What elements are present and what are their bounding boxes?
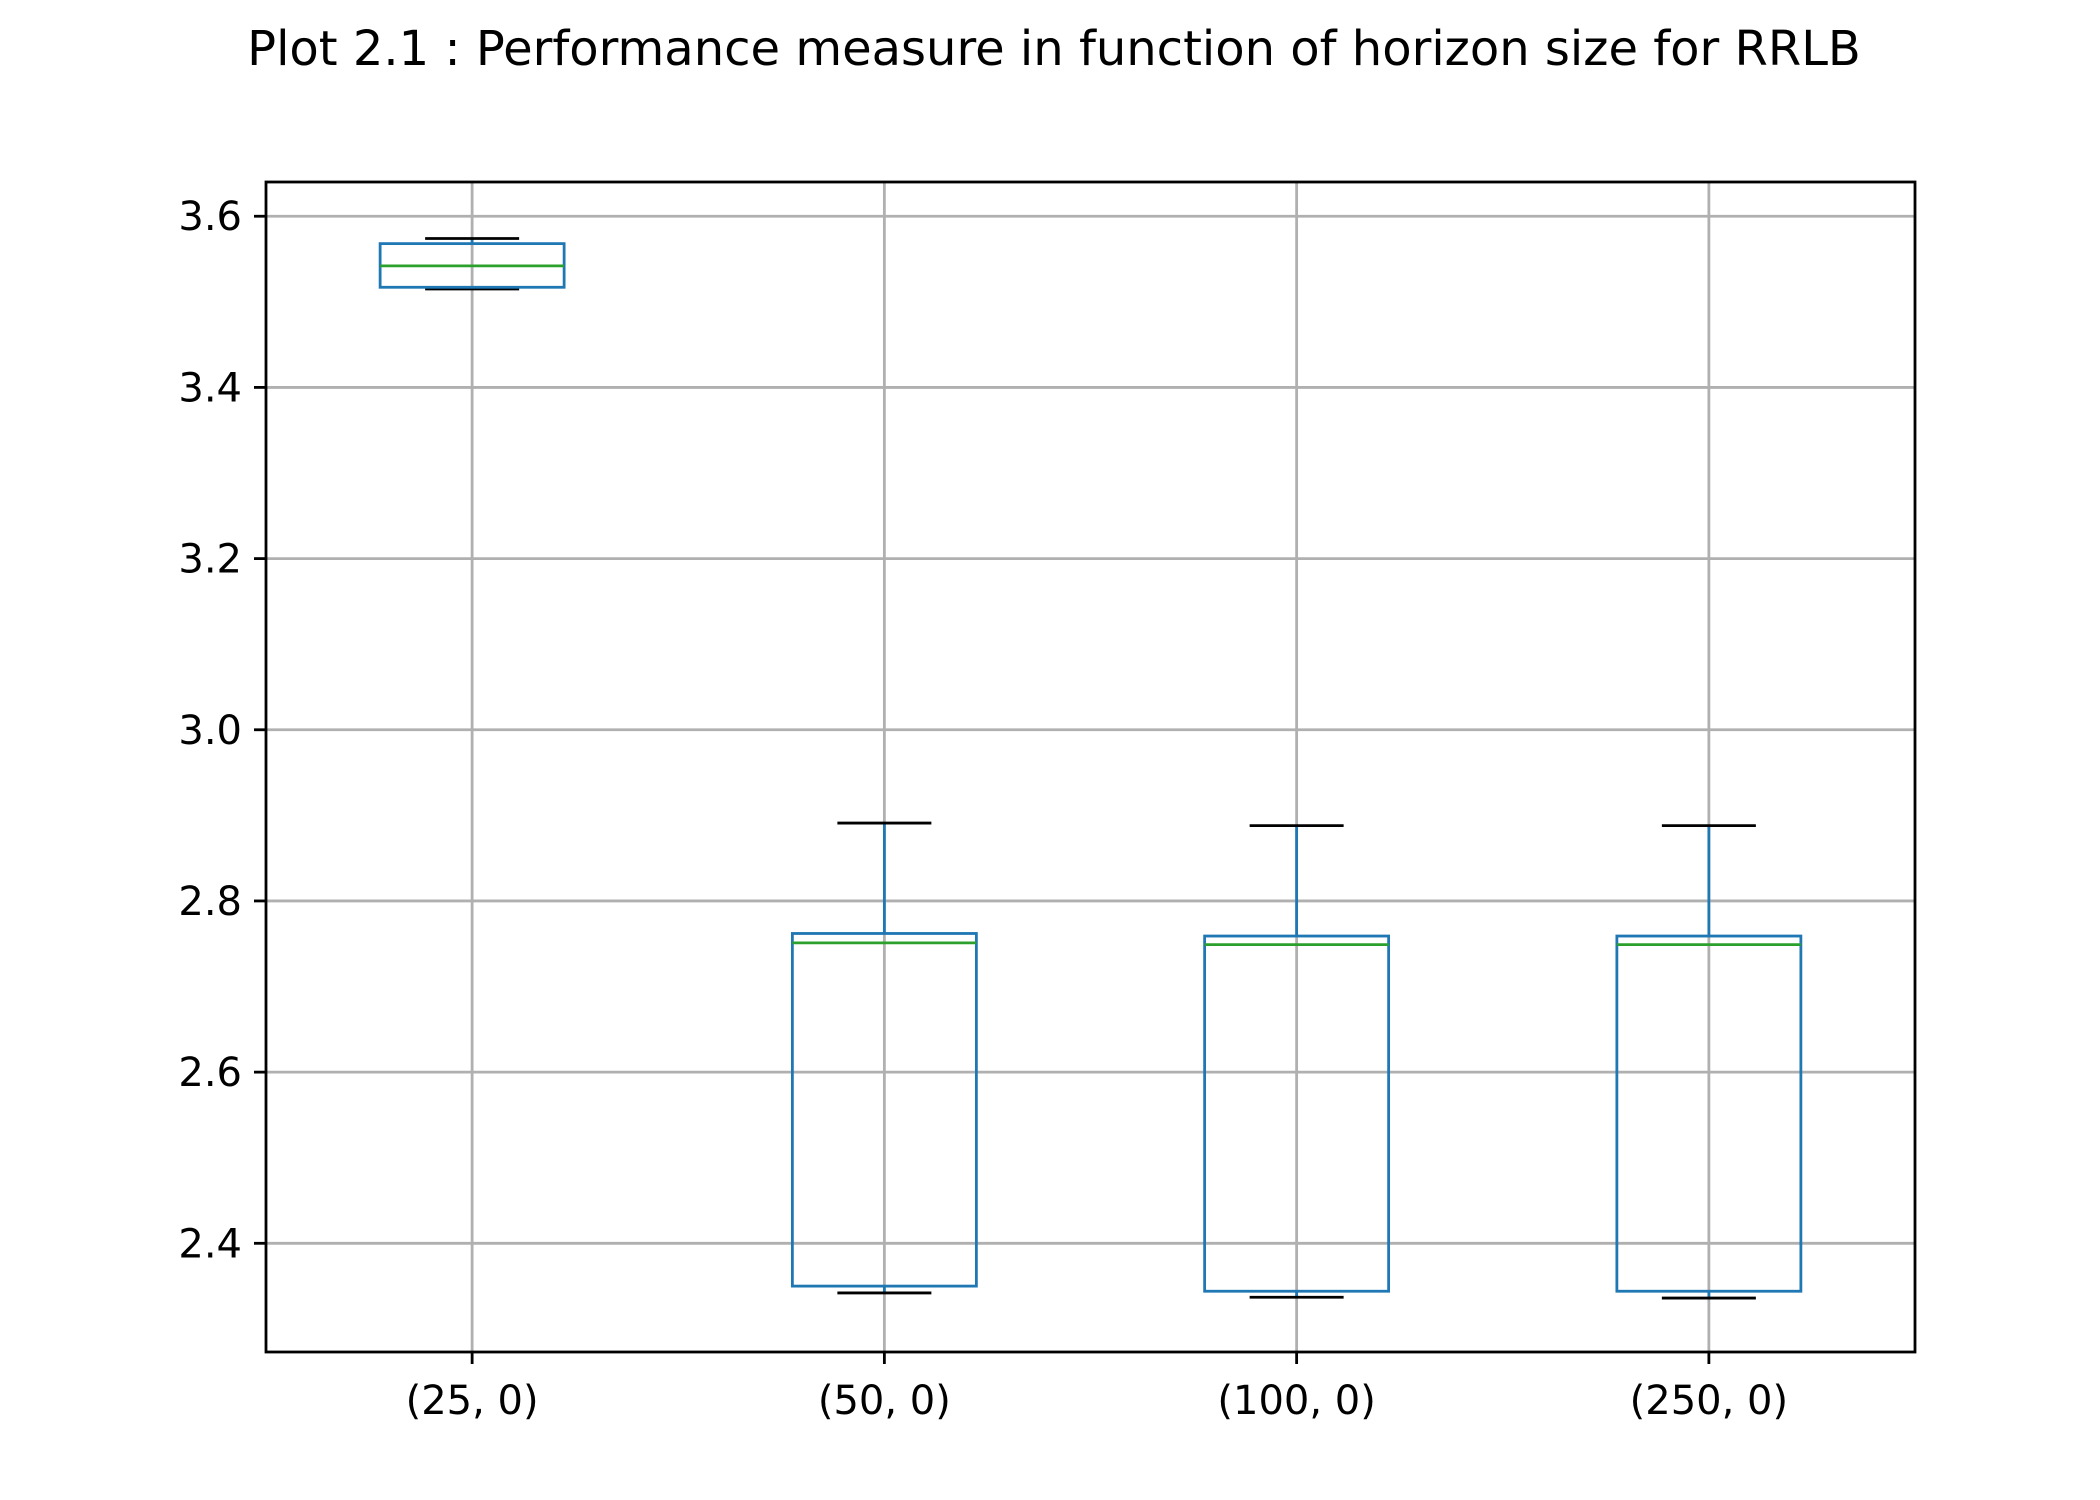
y-tick-label: 3.2	[178, 537, 242, 583]
box-body	[790, 932, 978, 1288]
box-4	[1615, 824, 1803, 1300]
grid-lines	[266, 182, 1915, 1352]
x-tick-label: (50, 0)	[818, 1378, 951, 1424]
box-body	[1203, 934, 1391, 1293]
chart-title: Plot 2.1 : Performance measure in functi…	[247, 21, 1861, 77]
box-series	[378, 237, 1803, 1300]
y-tick-label: 2.6	[178, 1050, 242, 1096]
box-body	[1615, 934, 1803, 1293]
y-tick-label: 3.6	[178, 194, 242, 240]
y-tick-label: 3.4	[178, 365, 242, 411]
box-2	[790, 821, 978, 1295]
x-tick-label: (25, 0)	[406, 1378, 539, 1424]
axes-frame	[264, 180, 1917, 1354]
box-3	[1203, 824, 1391, 1299]
y-tick-label: 2.4	[178, 1221, 242, 1267]
axis-ticks: 2.4 2.6 2.8 3.0 3.2 3.4 3.6 (25, 0) (50, 0) (100,…	[178, 194, 1788, 1424]
x-tick-label: (100, 0)	[1217, 1378, 1375, 1424]
x-tick-label: (250, 0)	[1630, 1378, 1788, 1424]
box-1	[378, 237, 566, 291]
y-tick-label: 2.8	[178, 879, 242, 925]
y-tick-label: 3.0	[178, 708, 242, 754]
